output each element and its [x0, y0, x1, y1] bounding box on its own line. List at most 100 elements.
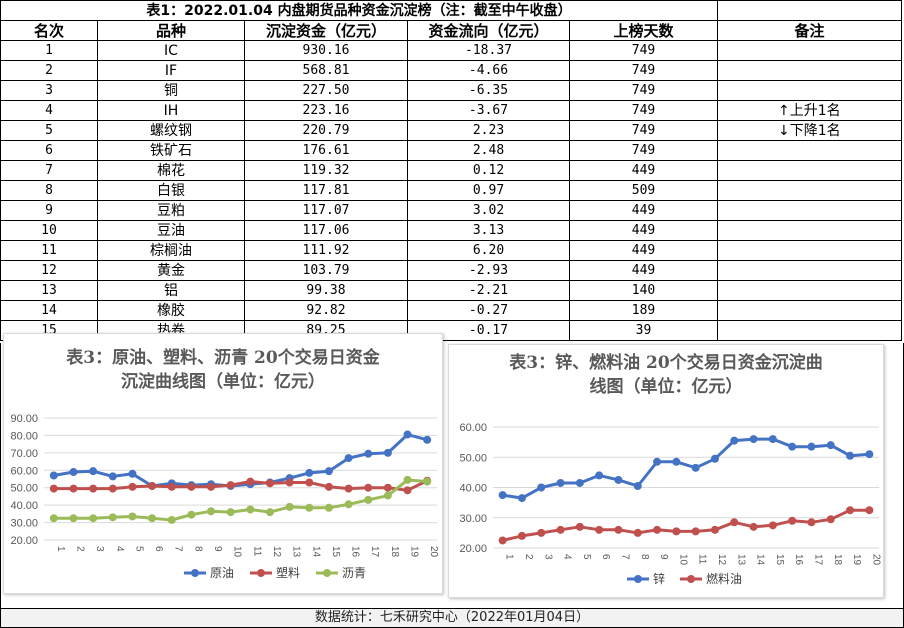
data-point	[324, 482, 333, 491]
column-header: 上榜天数	[569, 20, 718, 41]
data-point	[207, 507, 216, 516]
table-cell: 6.20	[407, 240, 570, 261]
table-cell: IF	[97, 60, 245, 81]
table-cell: 749	[569, 40, 718, 61]
y-tick-label: 20.00	[10, 535, 38, 547]
x-tick-label: 1	[504, 554, 515, 560]
y-tick-label: 80.00	[10, 430, 38, 442]
y-tick-label: 60.00	[459, 422, 487, 434]
table-cell: IC	[97, 40, 245, 61]
empty-cell	[717, 80, 902, 101]
data-source-footer: 数据统计：七禾研究中心（2022年01月04日）	[0, 608, 904, 628]
table-cell: 橡胶	[97, 300, 245, 321]
data-point	[226, 508, 235, 517]
table-cell: 豆油	[97, 220, 245, 241]
table-row: 8 白银 117.81 0.97 509	[0, 180, 902, 201]
data-point	[246, 477, 255, 486]
data-point	[344, 500, 353, 509]
data-point	[305, 478, 314, 487]
data-point	[108, 513, 117, 522]
x-tick-label: 8	[192, 546, 203, 552]
column-header: 沉淀资金（亿元）	[244, 20, 408, 41]
x-tick-label: 17	[369, 546, 380, 558]
table-cell: 103.79	[244, 260, 408, 281]
table-cell: 449	[569, 200, 718, 221]
x-tick-label: 16	[350, 546, 361, 558]
legend-label: 原油	[210, 566, 234, 580]
x-tick-label: 15	[330, 546, 341, 558]
data-point	[556, 478, 565, 487]
x-tick-label: 5	[133, 546, 144, 552]
data-point	[108, 472, 117, 481]
table-cell: -3.67	[407, 100, 570, 121]
table-cell: 3.13	[407, 220, 570, 241]
empty-cell	[717, 0, 902, 21]
data-point	[807, 442, 816, 451]
table-cell: 449	[569, 240, 718, 261]
data-point	[49, 471, 58, 480]
data-point	[89, 484, 98, 493]
table-cell: 11	[0, 240, 98, 261]
table-cell: 39	[569, 320, 718, 341]
table-row: 3 铜 227.50 -6.35 749	[0, 80, 902, 101]
x-tick-label: 14	[755, 554, 766, 566]
data-point	[344, 454, 353, 463]
table-cell: 12	[0, 260, 98, 281]
table-cell: 10	[0, 220, 98, 241]
table-cell: 117.06	[244, 220, 408, 241]
chart-oil-plastic-asphalt: 表3：原油、塑料、沥青 20个交易日资金 沉淀曲线图（单位：亿元） 20.00 3…	[3, 333, 443, 594]
table-row: 11 棕榈油 111.92 6.20 449	[0, 240, 902, 261]
table-cell: 棕榈油	[97, 240, 245, 261]
data-point	[383, 483, 392, 492]
data-point	[768, 435, 777, 444]
data-point	[69, 484, 78, 493]
data-point	[633, 528, 642, 537]
table-cell: 棉花	[97, 160, 245, 181]
table-cell: 749	[569, 60, 718, 81]
series-line-燃料油	[502, 508, 870, 542]
legend-marker	[257, 569, 265, 577]
x-tick-label: 6	[153, 546, 164, 552]
data-point	[423, 435, 432, 444]
legend-marker	[634, 575, 642, 583]
data-point	[108, 484, 117, 493]
x-tick-label: 4	[562, 554, 573, 560]
data-point	[403, 486, 412, 495]
table-title: 表1：2022.01.04 内盘期货品种资金沉淀榜（注：截至中午收盘）	[0, 0, 718, 21]
data-point	[89, 467, 98, 476]
data-point	[167, 515, 176, 524]
table-cell: 749	[569, 120, 718, 141]
table-cell: 螺纹钢	[97, 120, 245, 141]
legend-label: 燃料油	[706, 571, 742, 586]
data-point	[653, 525, 662, 534]
x-tick-label: 11	[697, 554, 708, 565]
table-cell: 99.38	[244, 280, 408, 301]
column-header: 品种	[97, 20, 245, 41]
x-tick-label: 3	[542, 554, 553, 560]
data-point	[826, 515, 835, 524]
x-tick-label: 19	[409, 546, 420, 558]
table-cell: 2.23	[407, 120, 570, 141]
y-tick-label: 60.00	[10, 465, 38, 477]
empty-cell	[717, 180, 902, 201]
data-point	[788, 516, 797, 525]
table-cell: 8	[0, 180, 98, 201]
x-tick-label: 3	[94, 546, 105, 552]
table-cell: 223.16	[244, 100, 408, 121]
table-row: 10 豆油 117.06 3.13 449	[0, 220, 902, 241]
data-point	[710, 525, 719, 534]
data-point	[575, 522, 584, 531]
data-point	[614, 525, 623, 534]
legend-label: 塑料	[276, 565, 300, 580]
data-point	[846, 506, 855, 515]
data-point	[672, 457, 681, 466]
data-point	[344, 484, 353, 493]
chart-title-line: 沉淀曲线图（单位：亿元）	[121, 372, 325, 392]
table-cell: 铝	[97, 280, 245, 301]
data-point	[517, 494, 526, 503]
x-tick-label: 18	[389, 546, 400, 558]
y-tick-label: 20.00	[459, 543, 487, 555]
table-cell: -0.17	[407, 320, 570, 341]
data-point	[148, 481, 157, 490]
